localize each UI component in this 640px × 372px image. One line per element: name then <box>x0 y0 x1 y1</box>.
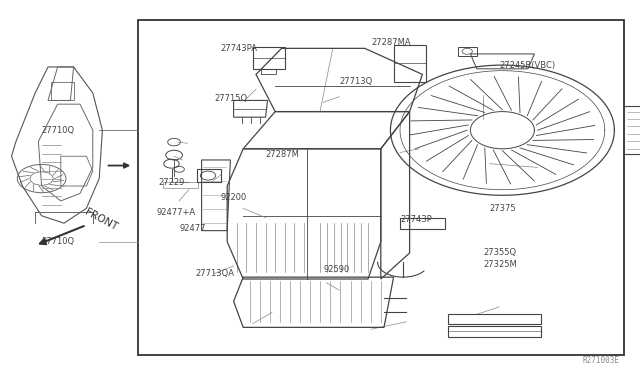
Text: 27287M: 27287M <box>266 150 300 159</box>
Text: 27743PA: 27743PA <box>221 44 258 53</box>
Text: 27325M: 27325M <box>483 260 517 269</box>
Text: 27710Q: 27710Q <box>42 126 75 135</box>
Text: 92200: 92200 <box>221 193 247 202</box>
Text: 27715Q: 27715Q <box>214 94 248 103</box>
Text: 27713QA: 27713QA <box>195 269 234 278</box>
Text: 92477+A: 92477+A <box>157 208 196 217</box>
Text: 27287MA: 27287MA <box>371 38 411 47</box>
Text: FRONT: FRONT <box>83 207 119 232</box>
Text: 27375: 27375 <box>490 204 516 213</box>
Polygon shape <box>138 20 624 355</box>
Text: 27743P: 27743P <box>400 215 432 224</box>
Text: 27710Q: 27710Q <box>42 237 75 246</box>
Text: 92477: 92477 <box>179 224 205 233</box>
Text: R271003E: R271003E <box>582 356 620 365</box>
Text: 27229: 27229 <box>159 178 185 187</box>
Text: 27713Q: 27713Q <box>339 77 372 86</box>
Text: 27245R(VBC): 27245R(VBC) <box>499 61 556 70</box>
Text: 27355Q: 27355Q <box>483 248 516 257</box>
Text: 92590: 92590 <box>323 265 349 274</box>
